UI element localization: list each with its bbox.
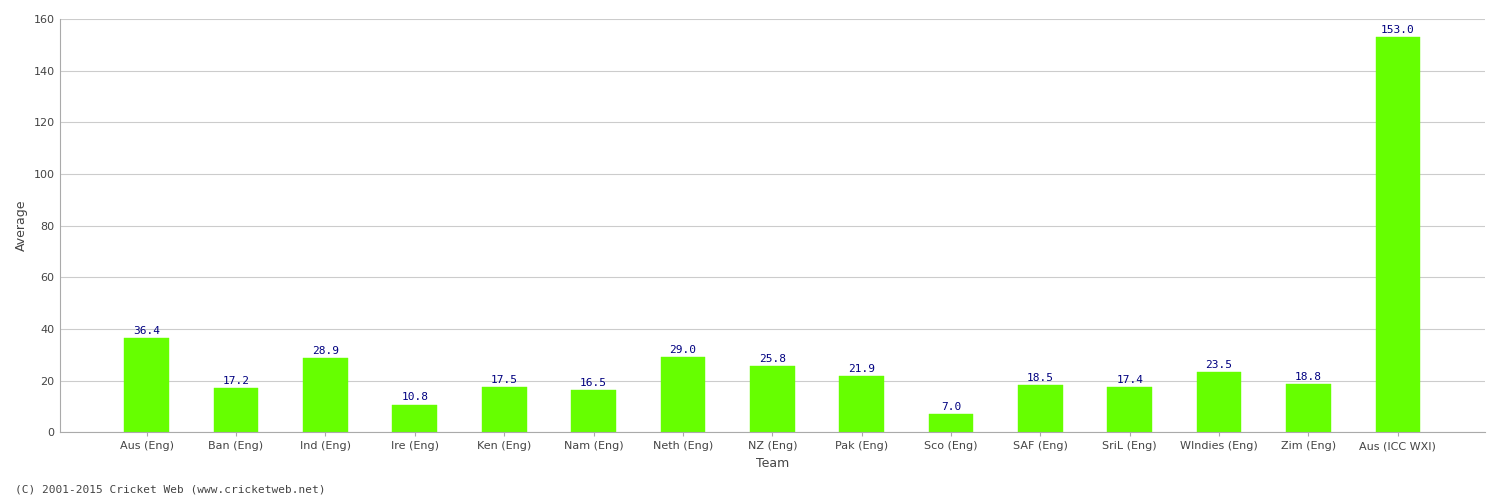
Text: 25.8: 25.8 <box>759 354 786 364</box>
Bar <box>213 388 258 432</box>
Bar <box>750 366 795 432</box>
Text: 28.9: 28.9 <box>312 346 339 356</box>
Bar <box>840 376 884 432</box>
Bar <box>303 358 348 432</box>
Bar <box>572 390 616 432</box>
Text: 153.0: 153.0 <box>1382 25 1414 35</box>
Bar <box>1286 384 1330 432</box>
Bar <box>1376 37 1420 432</box>
Text: 36.4: 36.4 <box>134 326 160 336</box>
Text: 21.9: 21.9 <box>847 364 874 374</box>
Bar <box>660 358 705 432</box>
Bar <box>928 414 974 432</box>
Text: 17.4: 17.4 <box>1116 376 1143 386</box>
Bar <box>1019 384 1062 432</box>
X-axis label: Team: Team <box>756 457 789 470</box>
Text: 18.5: 18.5 <box>1028 372 1054 382</box>
Text: 17.5: 17.5 <box>490 375 517 385</box>
Y-axis label: Average: Average <box>15 200 28 252</box>
Text: 7.0: 7.0 <box>940 402 962 412</box>
Bar <box>482 387 526 432</box>
Text: 17.2: 17.2 <box>222 376 249 386</box>
Bar <box>1197 372 1242 432</box>
Bar <box>1107 388 1152 432</box>
Text: (C) 2001-2015 Cricket Web (www.cricketweb.net): (C) 2001-2015 Cricket Web (www.cricketwe… <box>15 485 326 495</box>
Bar <box>393 404 436 432</box>
Bar <box>124 338 170 432</box>
Text: 23.5: 23.5 <box>1206 360 1233 370</box>
Text: 29.0: 29.0 <box>669 346 696 356</box>
Text: 16.5: 16.5 <box>580 378 608 388</box>
Text: 10.8: 10.8 <box>402 392 429 402</box>
Text: 18.8: 18.8 <box>1294 372 1322 382</box>
